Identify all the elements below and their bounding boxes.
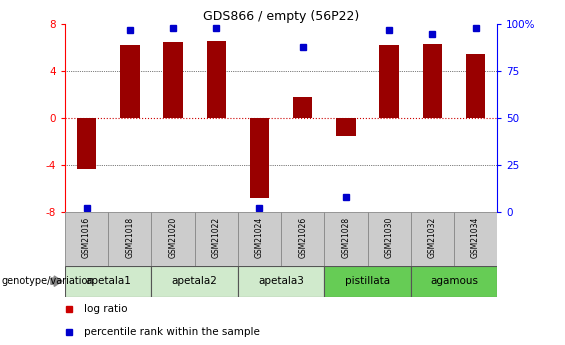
Text: GSM21028: GSM21028 bbox=[341, 216, 350, 258]
Bar bbox=[77, 118, 96, 169]
Bar bbox=[108, 212, 151, 266]
Bar bbox=[238, 266, 324, 297]
Text: GSM21034: GSM21034 bbox=[471, 216, 480, 258]
Text: apetala2: apetala2 bbox=[172, 276, 218, 286]
Text: GSM21022: GSM21022 bbox=[212, 216, 221, 258]
Text: agamous: agamous bbox=[430, 276, 478, 286]
Text: GSM21032: GSM21032 bbox=[428, 216, 437, 258]
Bar bbox=[250, 118, 269, 198]
Text: GSM21020: GSM21020 bbox=[168, 216, 177, 258]
Bar bbox=[423, 44, 442, 118]
Text: apetala3: apetala3 bbox=[258, 276, 304, 286]
Text: pistillata: pistillata bbox=[345, 276, 390, 286]
Bar bbox=[65, 212, 108, 266]
Bar bbox=[324, 212, 368, 266]
Bar bbox=[163, 42, 182, 118]
Bar bbox=[281, 212, 324, 266]
Bar bbox=[120, 45, 140, 118]
Bar bbox=[368, 212, 411, 266]
Bar bbox=[411, 212, 454, 266]
Bar bbox=[411, 266, 497, 297]
Text: GSM21018: GSM21018 bbox=[125, 216, 134, 258]
Text: GSM21024: GSM21024 bbox=[255, 216, 264, 258]
Bar bbox=[466, 53, 485, 118]
Bar bbox=[207, 41, 226, 118]
Text: GSM21026: GSM21026 bbox=[298, 216, 307, 258]
Bar bbox=[454, 212, 497, 266]
Bar bbox=[324, 266, 411, 297]
Text: log ratio: log ratio bbox=[84, 304, 128, 314]
Bar bbox=[380, 45, 399, 118]
Bar bbox=[238, 212, 281, 266]
Text: genotype/variation: genotype/variation bbox=[1, 276, 94, 286]
Text: apetala1: apetala1 bbox=[85, 276, 131, 286]
Text: GSM21030: GSM21030 bbox=[385, 216, 394, 258]
Bar bbox=[65, 266, 151, 297]
Bar bbox=[151, 212, 194, 266]
Text: GSM21016: GSM21016 bbox=[82, 216, 91, 258]
Bar bbox=[336, 118, 355, 136]
Bar bbox=[151, 266, 238, 297]
Bar bbox=[194, 212, 238, 266]
Text: percentile rank within the sample: percentile rank within the sample bbox=[84, 327, 260, 337]
Bar bbox=[293, 97, 312, 118]
Text: GDS866 / empty (56P22): GDS866 / empty (56P22) bbox=[203, 10, 359, 23]
